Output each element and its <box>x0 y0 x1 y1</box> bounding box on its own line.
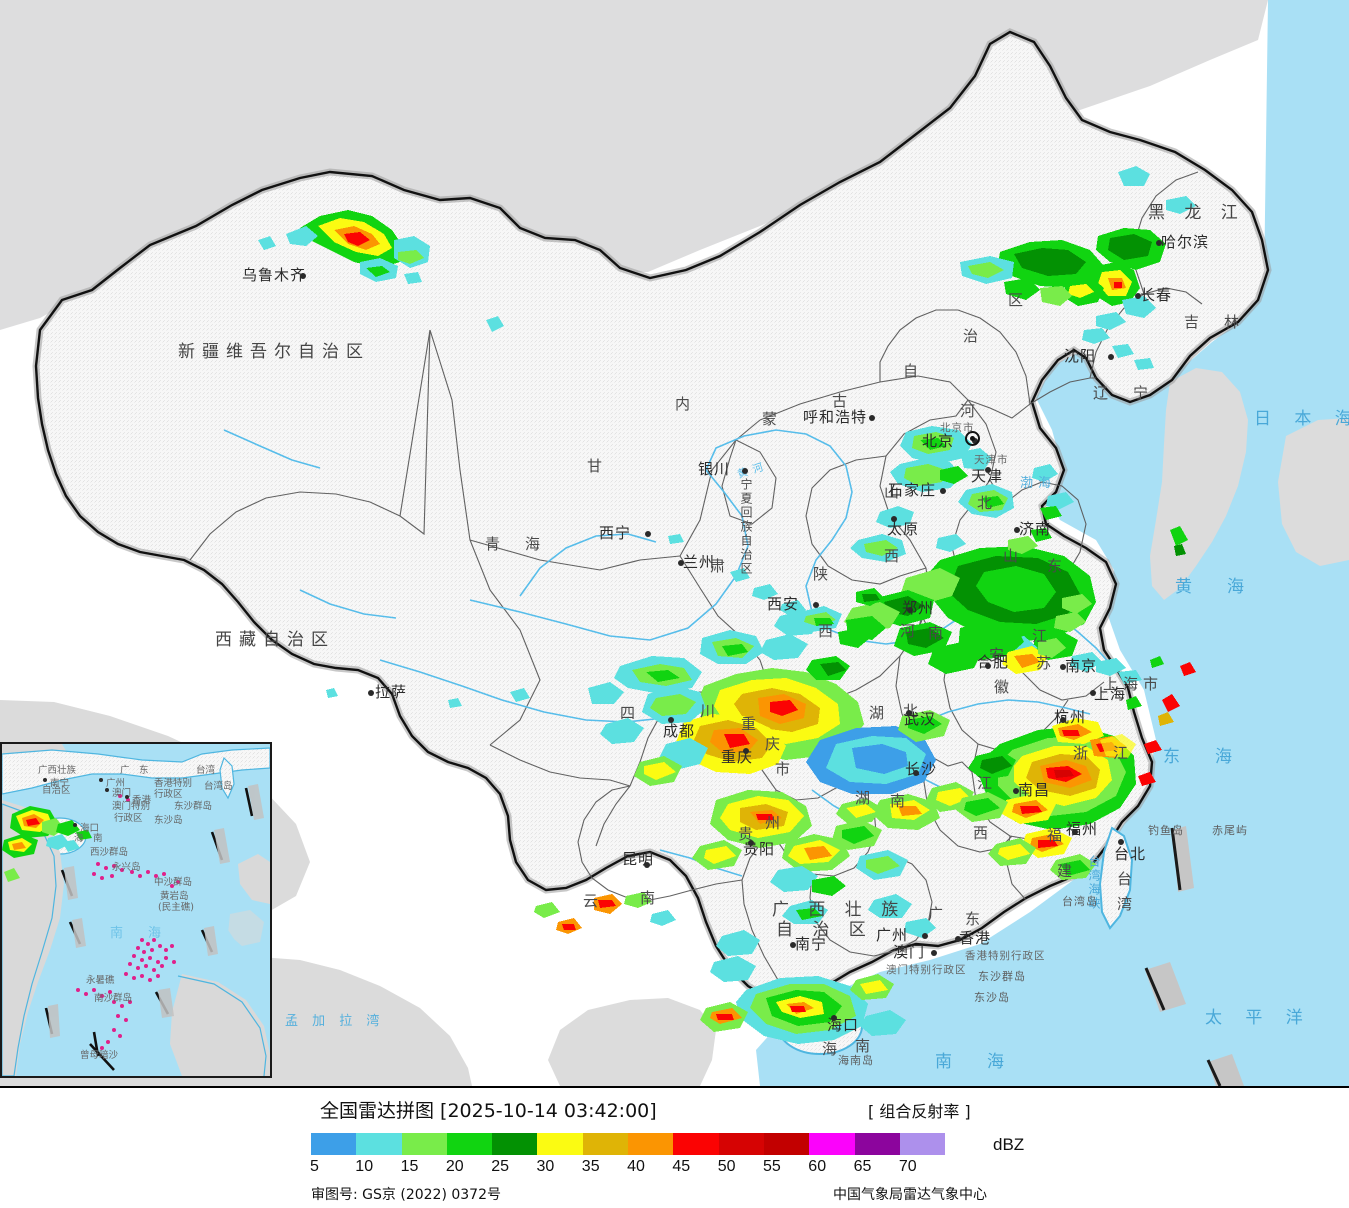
inset-graphic <box>2 744 270 1076</box>
tick-70: 70 <box>898 1158 917 1175</box>
city-marker-24 <box>906 710 912 716</box>
city-marker-1 <box>368 690 374 696</box>
product-title: 全国雷达拼图 [2025-10-14 03:42:00] <box>320 1100 657 1122</box>
city-marker-16 <box>907 607 913 613</box>
tick-35: 35 <box>581 1158 600 1175</box>
color-swatch-9 <box>718 1133 764 1155</box>
color-swatch-7 <box>628 1133 674 1155</box>
city-marker-8 <box>644 862 650 868</box>
city-marker-6 <box>813 602 819 608</box>
city-marker-22 <box>1072 829 1078 835</box>
color-swatch-5 <box>537 1133 583 1155</box>
tick-60: 60 <box>808 1158 827 1175</box>
color-swatch-12 <box>854 1133 900 1155</box>
tick-15: 15 <box>400 1158 419 1175</box>
city-marker-13 <box>940 488 946 494</box>
city-marker-14 <box>891 516 897 522</box>
city-marker-28 <box>955 936 961 942</box>
tick-45: 45 <box>672 1158 691 1175</box>
city-marker-12 <box>985 467 991 473</box>
tick-65: 65 <box>853 1158 872 1175</box>
color-swatch-3 <box>446 1133 493 1155</box>
color-swatch-0 <box>311 1133 357 1155</box>
color-swatch-11 <box>809 1133 855 1155</box>
city-marker-7 <box>668 717 674 723</box>
tick-10: 10 <box>355 1158 374 1175</box>
capital-marker-beijing <box>965 431 980 446</box>
city-marker-30 <box>1118 839 1124 845</box>
color-swatch-2 <box>401 1133 447 1155</box>
color-scale-ticks: 5 10 15 20 25 30 35 40 45 50 55 60 65 70 <box>300 1158 1060 1180</box>
map-canvas[interactable]: 新疆维吾尔自治区 西藏自治区青 海甘肃内蒙古自治区黑 龙 江吉 林辽 宁河北山西山… <box>0 0 1349 1086</box>
tick-55: 55 <box>763 1158 781 1175</box>
color-swatch-1 <box>356 1133 402 1155</box>
color-swatch-13 <box>899 1133 946 1155</box>
city-marker-32 <box>1135 293 1141 299</box>
city-marker-26 <box>790 942 796 948</box>
city-marker-5 <box>869 415 875 421</box>
city-marker-27 <box>831 1015 837 1021</box>
color-swatch-6 <box>582 1133 629 1155</box>
legend-panel: 全国雷达拼图 [2025-10-14 03:42:00] [ 组合反射率 ] d… <box>0 1086 1349 1208</box>
dbz-unit-label: dBZ <box>993 1135 1025 1154</box>
city-marker-31 <box>1108 354 1114 360</box>
approval-number: 审图号: GS京 (2022) 0372号 <box>311 1187 501 1203</box>
color-swatch-8 <box>673 1133 719 1155</box>
city-marker-23 <box>913 770 919 776</box>
inset-city-dot-5 <box>105 788 109 792</box>
inset-city-dot-3 <box>43 778 47 782</box>
inset-city-dot-4 <box>99 778 103 782</box>
tick-25: 25 <box>491 1158 509 1175</box>
color-swatch-10 <box>763 1133 810 1155</box>
color-swatch-14 <box>945 1133 991 1155</box>
city-marker-0 <box>300 273 306 279</box>
tick-30: 30 <box>536 1158 555 1175</box>
inset-city-dot-6 <box>125 795 129 799</box>
city-marker-21 <box>1013 788 1019 794</box>
city-marker-4 <box>742 468 748 474</box>
color-scale-bar[interactable] <box>311 1133 991 1155</box>
city-marker-33 <box>1156 240 1162 246</box>
city-marker-3 <box>678 560 684 566</box>
city-marker-25 <box>922 933 928 939</box>
south-china-sea-inset[interactable]: 广西壮族 自治区广 东南宁 广州 澳门 香港 香港特别 行政区 澳门特别 行政区 台湾 台湾岛 东沙群… <box>0 742 272 1078</box>
tick-50: 50 <box>717 1158 736 1175</box>
city-marker-18 <box>1060 664 1066 670</box>
city-marker-10 <box>743 748 749 754</box>
agency-name: 中国气象局雷达气象中心 <box>833 1187 987 1203</box>
city-marker-29 <box>931 950 937 956</box>
inset-city-dot-15 <box>73 823 77 827</box>
city-marker-19 <box>1090 690 1096 696</box>
city-marker-20 <box>1060 717 1066 723</box>
city-marker-9 <box>748 840 754 846</box>
tick-20: 20 <box>445 1158 464 1175</box>
city-marker-15 <box>1014 527 1020 533</box>
color-swatch-4 <box>492 1133 538 1155</box>
product-mode: [ 组合反射率 ] <box>868 1102 971 1121</box>
tick-5: 5 <box>310 1158 319 1175</box>
city-marker-2 <box>645 531 651 537</box>
tick-40: 40 <box>627 1158 645 1175</box>
city-marker-17 <box>985 663 991 669</box>
